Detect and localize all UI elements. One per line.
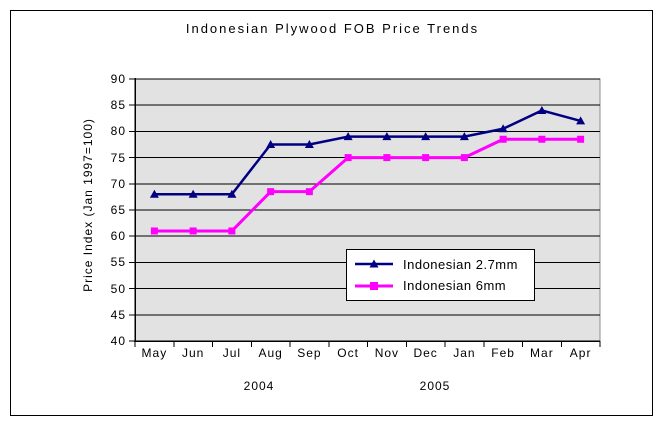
series-line (154, 109, 581, 196)
legend-label-2-7mm: Indonesian 2.7mm (403, 256, 518, 272)
triangle-marker (227, 189, 237, 198)
square-marker (150, 227, 158, 235)
triangle-marker (459, 132, 469, 141)
x-axis-tick-labels: May Jun Jul Aug Sep Oct Nov Dec Jan Feb Mar Apr (0, 346, 665, 360)
square-marker (228, 227, 236, 235)
square-marker (422, 154, 430, 162)
triangle-marker (266, 140, 276, 148)
chart-title: Indonesian Plywood FOB Price Trends (185, 21, 480, 36)
x-axis-month-label: May (141, 346, 168, 360)
series-line (154, 137, 581, 233)
x-axis-month-label: Apr (569, 346, 592, 360)
square-marker (189, 227, 197, 235)
x-axis-month-label: Sep (297, 346, 322, 360)
x-axis-month-label: Jun (181, 346, 205, 360)
square-marker (267, 188, 275, 196)
triangle-marker (576, 116, 586, 125)
triangle-marker (188, 189, 198, 198)
y-axis-tick-label: 85 (110, 98, 126, 113)
square-marker (499, 135, 507, 143)
x-axis-month-label: Nov (374, 346, 400, 360)
y-axis-tick-label: 55 (110, 255, 126, 270)
triangle-marker (382, 132, 392, 141)
y-axis-tick-label: 40 (110, 334, 126, 348)
y-axis-tick-label: 60 (110, 229, 126, 244)
square-marker (305, 188, 313, 196)
x-axis-month-label: Jan (453, 346, 476, 360)
square-marker (344, 154, 352, 162)
x-axis-month-label: Jul (222, 346, 242, 360)
triangle-marker (421, 132, 431, 141)
x-axis-month-label: Aug (258, 346, 283, 360)
x-axis-year-label: 2004 (243, 379, 275, 393)
triangle-marker (498, 124, 508, 133)
y-axis-tick-label: 90 (110, 72, 126, 86)
square-marker (577, 135, 585, 143)
y-axis-tick-label: 75 (110, 150, 126, 165)
triangle-marker (343, 132, 353, 141)
x-axis-month-label: Mar (530, 346, 554, 360)
x-axis-month-label: Dec (413, 346, 438, 360)
legend-label-6mm: Indonesian 6mm (403, 278, 507, 294)
square-marker (460, 154, 468, 162)
y-axis-tick-label: 45 (110, 307, 126, 322)
y-axis-tick-label: 50 (110, 281, 126, 296)
triangle-marker (304, 140, 314, 148)
legend-line-triangle-swatch (355, 259, 393, 268)
legend-entry-6mm: Indonesian 6mm (354, 278, 534, 293)
x-axis-year-labels: 2004 2005 (0, 379, 665, 393)
x-axis-year-label: 2005 (419, 379, 451, 393)
y-axis-tick-label: 80 (110, 124, 126, 139)
legend-entry-2-7mm: Indonesian 2.7mm (354, 257, 534, 272)
square-marker (383, 154, 391, 162)
triangle-marker (537, 105, 547, 114)
legend-line-square-swatch (355, 281, 393, 290)
x-axis-month-label: Oct (337, 346, 359, 360)
square-marker (538, 135, 546, 143)
y-axis-tick-label: 70 (110, 176, 126, 191)
legend: Indonesian 2.7mm Indonesian 6mm (346, 249, 535, 301)
y-axis-tick-label: 65 (110, 203, 126, 217)
x-axis-month-label: Feb (491, 346, 515, 360)
triangle-marker (149, 189, 159, 198)
